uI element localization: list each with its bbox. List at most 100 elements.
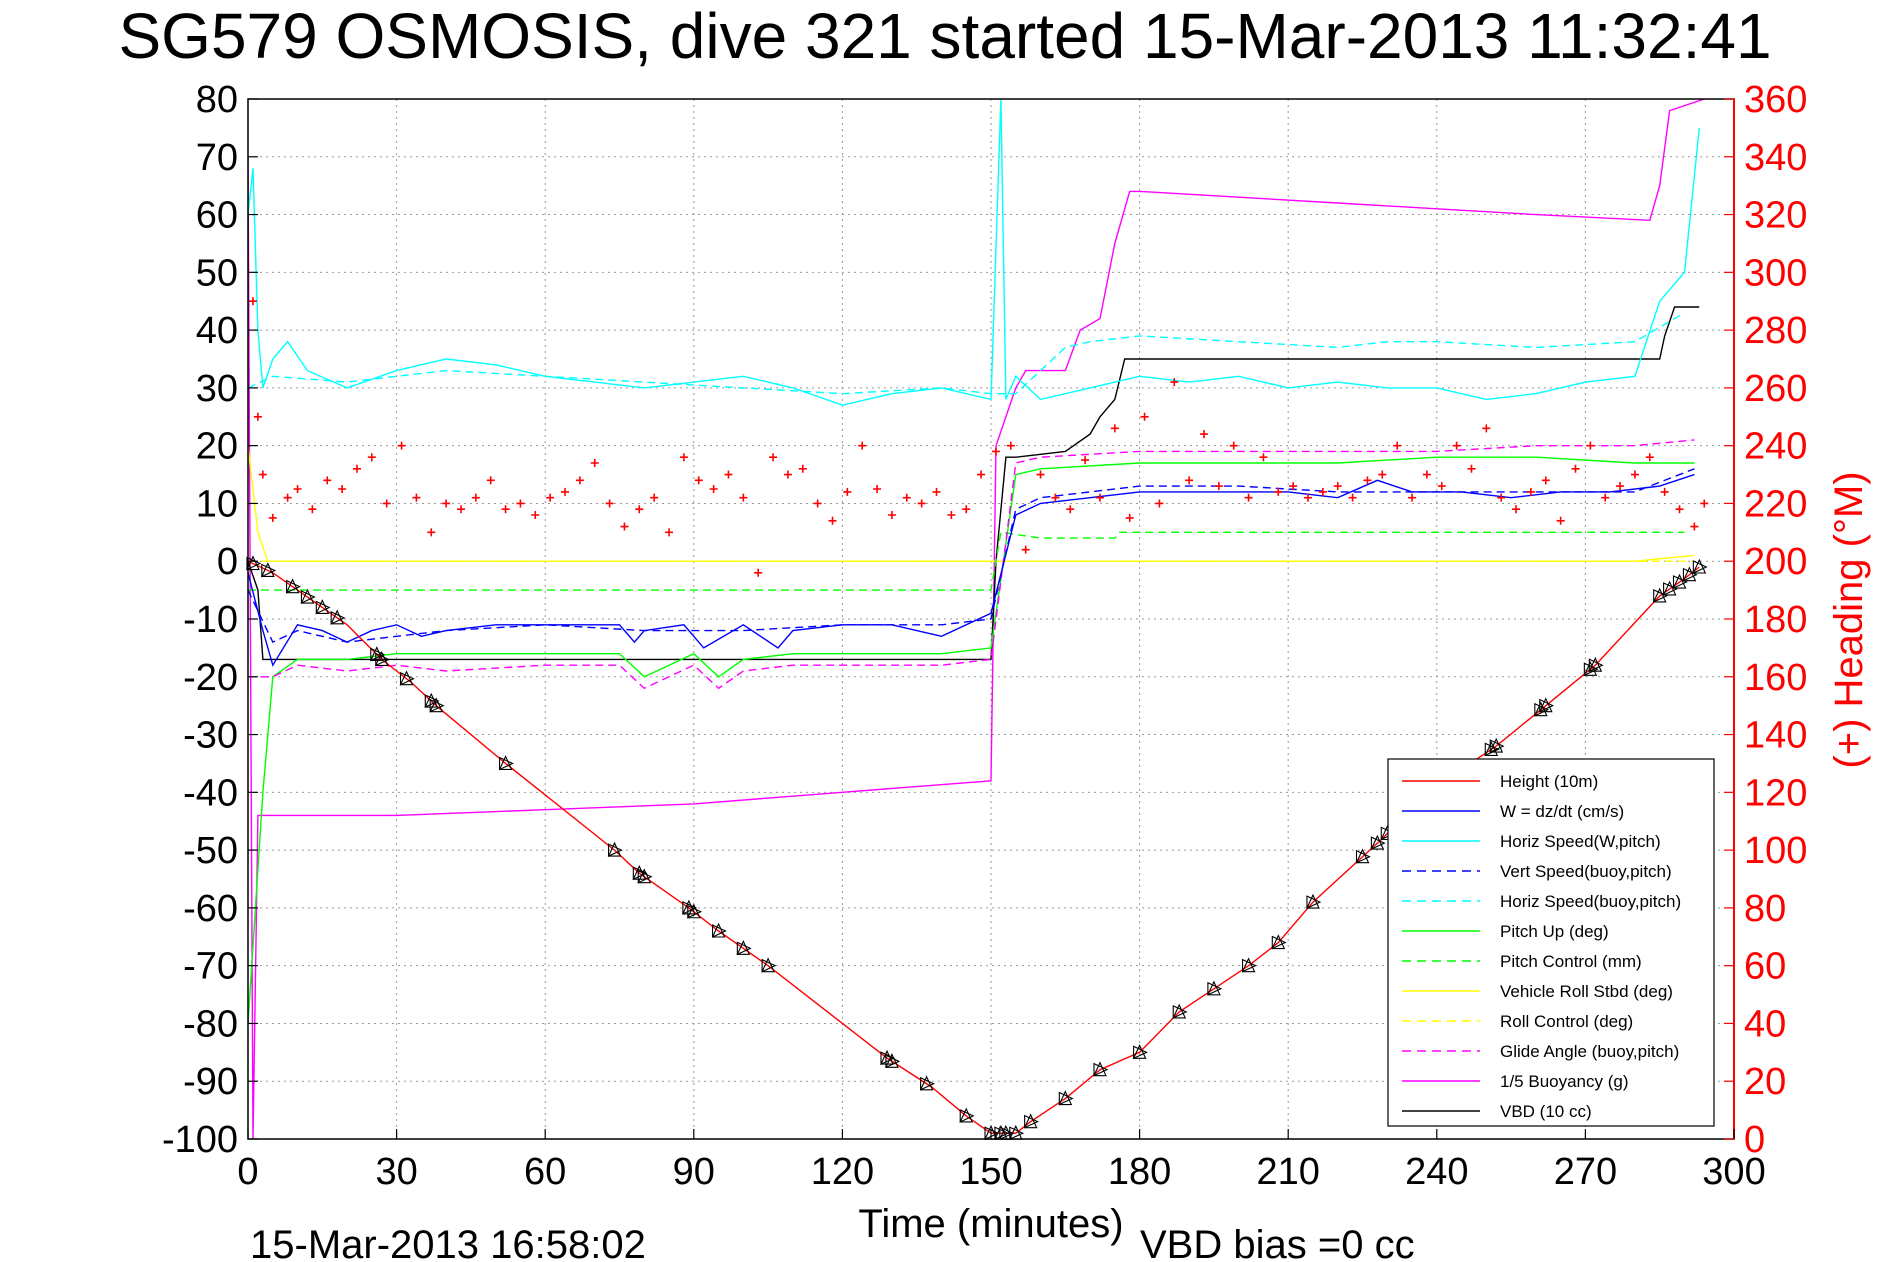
marker-triangle: [1271, 934, 1286, 950]
marker-triangle: [1093, 1061, 1107, 1077]
heading-point: [352, 464, 361, 473]
right-tick-label: 180: [1744, 599, 1807, 641]
heading-point: [1616, 482, 1625, 491]
marker-triangle-side: [1583, 662, 1599, 677]
marker-triangle: [1058, 1090, 1073, 1106]
y-tick-label: -100: [162, 1119, 238, 1161]
heading-point: [1482, 424, 1491, 433]
marker-triangle-side: [1093, 1062, 1109, 1077]
heading-point: [1066, 505, 1075, 514]
heading-point: [283, 493, 292, 502]
x-tick-label: 120: [811, 1151, 874, 1193]
heading-point: [991, 447, 1000, 456]
heading-point: [486, 476, 495, 485]
marker-triangle: [399, 670, 414, 686]
x-tick-label: 0: [237, 1151, 258, 1193]
x-axis-label: Time (minutes): [858, 1202, 1123, 1246]
y-tick-label: 50: [196, 252, 238, 294]
heading-point: [798, 464, 807, 473]
heading-point: [783, 470, 792, 479]
heading-point: [1021, 545, 1030, 554]
legend-label-pitch-up-deg: Pitch Up (deg): [1500, 922, 1609, 941]
heading-point: [902, 493, 911, 502]
legend-label-pitch-control-mm: Pitch Control (mm): [1500, 952, 1642, 971]
heading-point: [1378, 470, 1387, 479]
right-axis-ticks: 3603403203002802602402202001801601401201…: [1724, 79, 1807, 1161]
heading-point: [843, 487, 852, 496]
y-tick-label: -80: [183, 1003, 238, 1045]
legend-label-glide-angle-buoy-pitch: Glide Angle (buoy,pitch): [1500, 1042, 1679, 1061]
heading-point: [1512, 505, 1521, 514]
right-tick-label: 80: [1744, 888, 1786, 930]
right-tick-label: 120: [1744, 772, 1807, 814]
heading-point: [1556, 516, 1565, 525]
y-tick-label: 0: [217, 541, 238, 583]
heading-point: [1289, 482, 1298, 491]
marker-triangle: [1132, 1044, 1147, 1059]
heading-point: [1660, 487, 1669, 496]
marker-triangle: [498, 755, 513, 770]
heading-point: [679, 453, 688, 462]
right-tick-label: 280: [1744, 310, 1807, 352]
marker-triangle: [374, 651, 389, 666]
heading-point: [977, 470, 986, 479]
heading-point: [1408, 493, 1417, 502]
heading-point: [531, 511, 540, 519]
marker-triangle: [736, 940, 751, 955]
heading-point: [1630, 470, 1639, 479]
heading-point: [754, 568, 763, 577]
x-tick-label: 150: [959, 1151, 1022, 1193]
marker-triangle: [330, 609, 345, 625]
heading-point: [947, 511, 956, 519]
heading-point: [338, 485, 347, 493]
marker-triangle-side: [1539, 698, 1555, 713]
x-tick-label: 210: [1256, 1151, 1319, 1193]
marker-triangle: [260, 562, 275, 578]
heading-point: [258, 470, 267, 479]
marker-triangle-side: [1306, 895, 1322, 909]
heading-point: [1601, 493, 1610, 502]
marker-triangle: [424, 692, 439, 708]
marker-triangle-side: [959, 1109, 975, 1123]
y-tick-label: -60: [183, 888, 238, 930]
marker-triangle: [1588, 656, 1603, 672]
heading-point: [1422, 470, 1431, 479]
marker-triangle: [1484, 741, 1499, 756]
heading-point: [546, 493, 555, 502]
heading-point: [1526, 487, 1535, 496]
heading-point: [1185, 476, 1194, 485]
marker-triangle-side: [885, 1054, 901, 1069]
legend-label-vehicle-roll-stbd-deg: Vehicle Roll Stbd (deg): [1500, 982, 1673, 1001]
right-tick-label: 60: [1744, 946, 1786, 988]
heading-point: [561, 487, 570, 496]
heading-point: [308, 505, 317, 514]
marker-triangle-side: [499, 756, 514, 771]
marker-triangle: [1370, 834, 1385, 850]
y-tick-label: -90: [183, 1061, 238, 1103]
legend-label-horiz-speed-w-pitch: Horiz Speed(W,pitch): [1500, 832, 1661, 851]
marker-triangle-side: [1682, 567, 1698, 582]
marker-triangle: [1023, 1113, 1038, 1129]
y-tick-label: -10: [183, 599, 238, 641]
marker-triangle: [1241, 957, 1256, 973]
legend-label-vert-speed-buoy-pitch: Vert Speed(buoy,pitch): [1500, 862, 1672, 881]
right-tick-label: 0: [1744, 1119, 1765, 1161]
marker-triangle-side: [399, 671, 415, 686]
heading-point: [575, 476, 584, 485]
legend-label-roll-control-deg: Roll Control (deg): [1500, 1012, 1633, 1031]
heading-point: [1006, 441, 1015, 450]
heading-point: [412, 493, 421, 502]
marker-triangle: [1682, 566, 1697, 582]
marker-triangle: [1207, 980, 1221, 996]
heading-point: [1081, 456, 1090, 465]
heading-point: [887, 511, 896, 519]
heading-point: [1125, 513, 1134, 522]
series-line-1-5-buoyancy-g: [248, 99, 1705, 1139]
marker-triangle: [300, 588, 315, 604]
heading-point: [1333, 482, 1342, 491]
x-tick-label: 90: [673, 1151, 715, 1193]
heading-point: [1155, 499, 1164, 508]
footer-timestamp: 15-Mar-2013 16:58:02: [250, 1223, 646, 1262]
heading-point: [1497, 493, 1506, 502]
right-tick-label: 320: [1744, 195, 1807, 237]
